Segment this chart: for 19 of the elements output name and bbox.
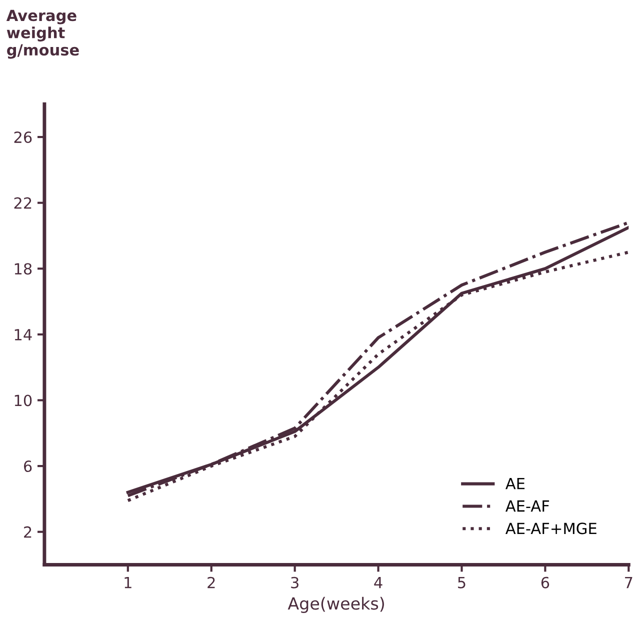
y-tick-label: 14 bbox=[14, 329, 32, 340]
x-tick-label: 2 bbox=[208, 576, 215, 588]
y-tick-label: 6 bbox=[24, 460, 32, 472]
legend-label: AE bbox=[506, 478, 525, 490]
y-axis-title: Average weight g/mouse bbox=[6, 10, 79, 59]
x-tick-label: 5 bbox=[458, 577, 466, 588]
x-tick-label: 3 bbox=[291, 576, 298, 588]
x-tick-label: 4 bbox=[374, 577, 382, 588]
y-tick-label: 18 bbox=[14, 263, 32, 275]
legend-label: AE-AF+MGE bbox=[506, 522, 596, 534]
y-tick-label: 26 bbox=[14, 131, 32, 144]
x-axis-title: Age(weeks) bbox=[288, 596, 384, 614]
y-tick-label: 2 bbox=[24, 526, 32, 538]
x-tick-label: 6 bbox=[541, 576, 550, 588]
y-tick-label: 22 bbox=[14, 197, 32, 209]
x-tick-label: 1 bbox=[124, 577, 132, 588]
legend-label: AE-AF bbox=[506, 500, 550, 512]
y-tick-label: 10 bbox=[14, 394, 32, 406]
x-tick-label: 7 bbox=[625, 577, 632, 588]
